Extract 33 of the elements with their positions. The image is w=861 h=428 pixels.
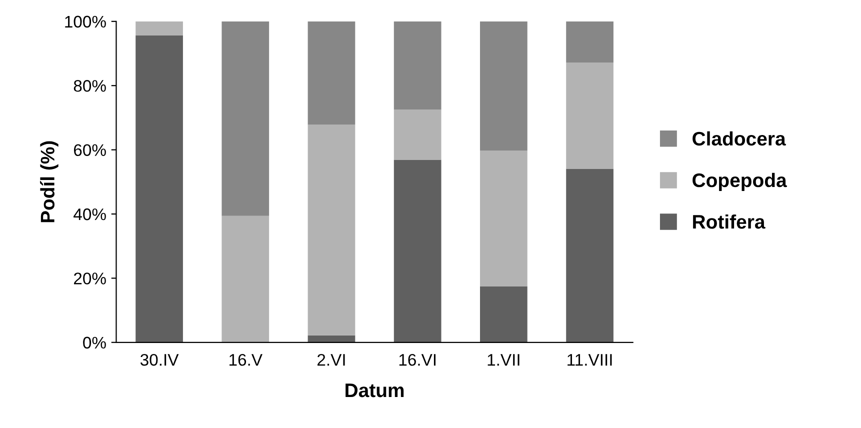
- bar: [480, 150, 528, 286]
- y-tick-label: 100%: [65, 16, 106, 28]
- legend-label: Copepoda: [692, 172, 787, 192]
- y-tick-label: 40%: [74, 208, 106, 220]
- bar: [566, 62, 614, 169]
- bar: [480, 21, 528, 151]
- bar: [308, 124, 356, 336]
- y-tick-label: 80%: [74, 80, 106, 92]
- legend-label: Rotifera: [693, 214, 766, 229]
- y-tick-label: 60%: [74, 144, 106, 156]
- bar: [308, 335, 356, 342]
- x-tick-label: 2.VI: [318, 354, 345, 366]
- x-tick-label: 1.VII: [488, 354, 520, 366]
- x-tick-label: 16.V: [230, 354, 262, 366]
- x-tick-label: 11.VIII: [568, 354, 612, 366]
- y-tick-label: 20%: [74, 272, 106, 284]
- bar: [394, 160, 442, 342]
- x-tick-label: 30.IV: [140, 354, 179, 366]
- y-axis-title: Podíl (%): [40, 141, 58, 222]
- bar: [136, 21, 183, 36]
- bar: [394, 110, 442, 160]
- bar: [480, 286, 528, 342]
- x-tick-label: 16.VI: [399, 354, 436, 366]
- bar: [566, 21, 614, 62]
- legend-label: Cladocera: [692, 131, 786, 146]
- x-axis-title: Datum: [346, 384, 404, 398]
- bar: [566, 168, 614, 342]
- bar: [222, 216, 270, 342]
- bar: [136, 36, 183, 342]
- bar: [394, 21, 442, 110]
- bar: [308, 21, 356, 125]
- bar: [222, 21, 270, 216]
- y-tick-label: 0%: [83, 336, 106, 349]
